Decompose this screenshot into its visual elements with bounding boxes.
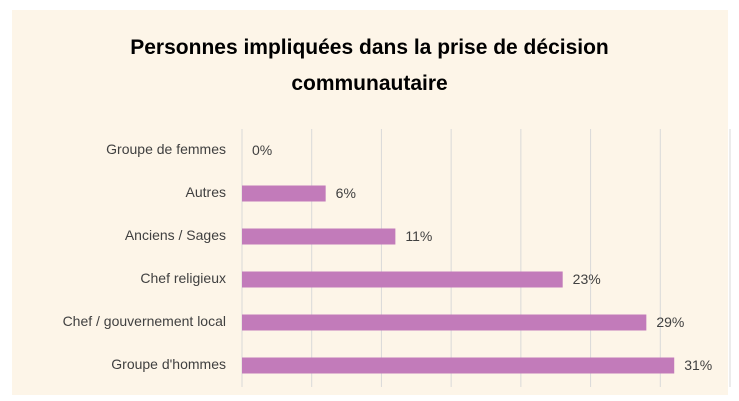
y-tick-label: Chef / gouvernement local [63, 313, 226, 329]
bar [242, 357, 675, 374]
bar [242, 228, 396, 245]
data-label: 29% [656, 314, 684, 330]
data-label: 0% [252, 142, 272, 158]
bar [242, 185, 326, 202]
bar [242, 271, 563, 288]
data-label: 6% [336, 185, 356, 201]
chart-background [12, 10, 728, 395]
y-tick-label: Autres [186, 184, 226, 200]
y-tick-label: Chef religieux [140, 270, 226, 286]
y-tick-label: Groupe de femmes [106, 141, 226, 157]
bar [242, 314, 647, 331]
data-label: 31% [684, 357, 712, 373]
chart-title: Personnes impliquées dans la prise de dé… [130, 36, 609, 95]
y-tick-label: Anciens / Sages [125, 227, 226, 243]
data-label: 23% [573, 271, 601, 287]
y-tick-label: Groupe d'hommes [111, 356, 226, 372]
data-label: 11% [405, 228, 432, 244]
